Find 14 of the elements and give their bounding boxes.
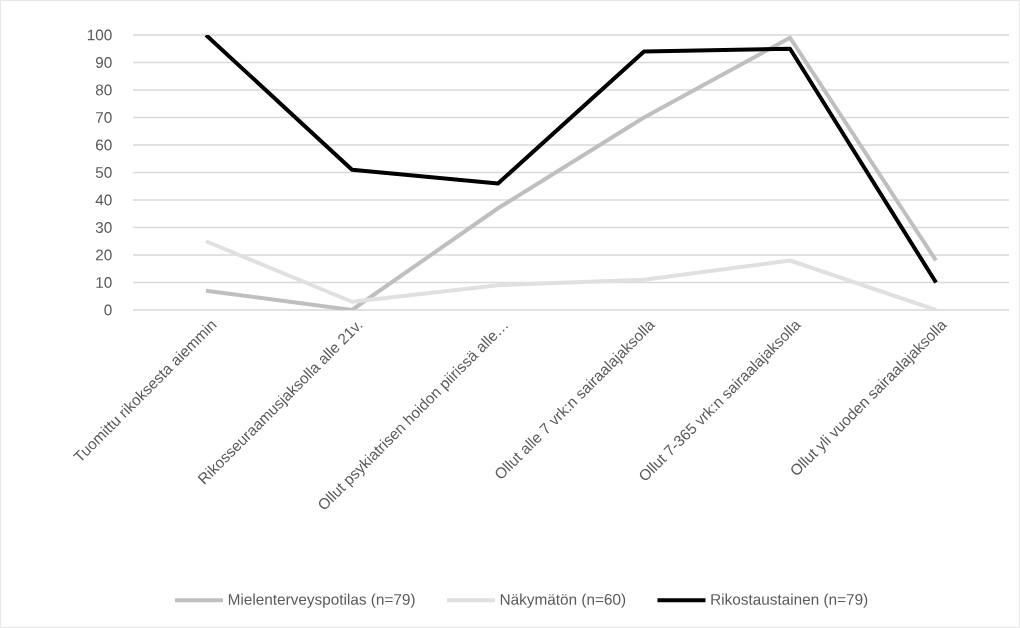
y-tick-label: 0 bbox=[104, 304, 112, 316]
legend-label: Mielenterveyspotilas (n=79) bbox=[228, 593, 415, 608]
y-tick-label: 50 bbox=[95, 167, 112, 178]
y-tick-label: 100 bbox=[87, 29, 112, 41]
y-tick-label: 70 bbox=[96, 112, 112, 123]
y-tick-label: 40 bbox=[95, 194, 112, 206]
y-tick-label: 10 bbox=[96, 277, 112, 288]
y-tick-label: 80 bbox=[95, 84, 112, 96]
y-tick-label: 90 bbox=[95, 57, 112, 68]
legend-label: Rikostaustainen (n=79) bbox=[711, 593, 868, 608]
legend-label: Näkymätön (n=60) bbox=[500, 593, 626, 608]
y-tick-label: 60 bbox=[96, 139, 112, 151]
y-tick-label: 30 bbox=[95, 222, 112, 233]
y-tick-label: 20 bbox=[96, 249, 112, 261]
